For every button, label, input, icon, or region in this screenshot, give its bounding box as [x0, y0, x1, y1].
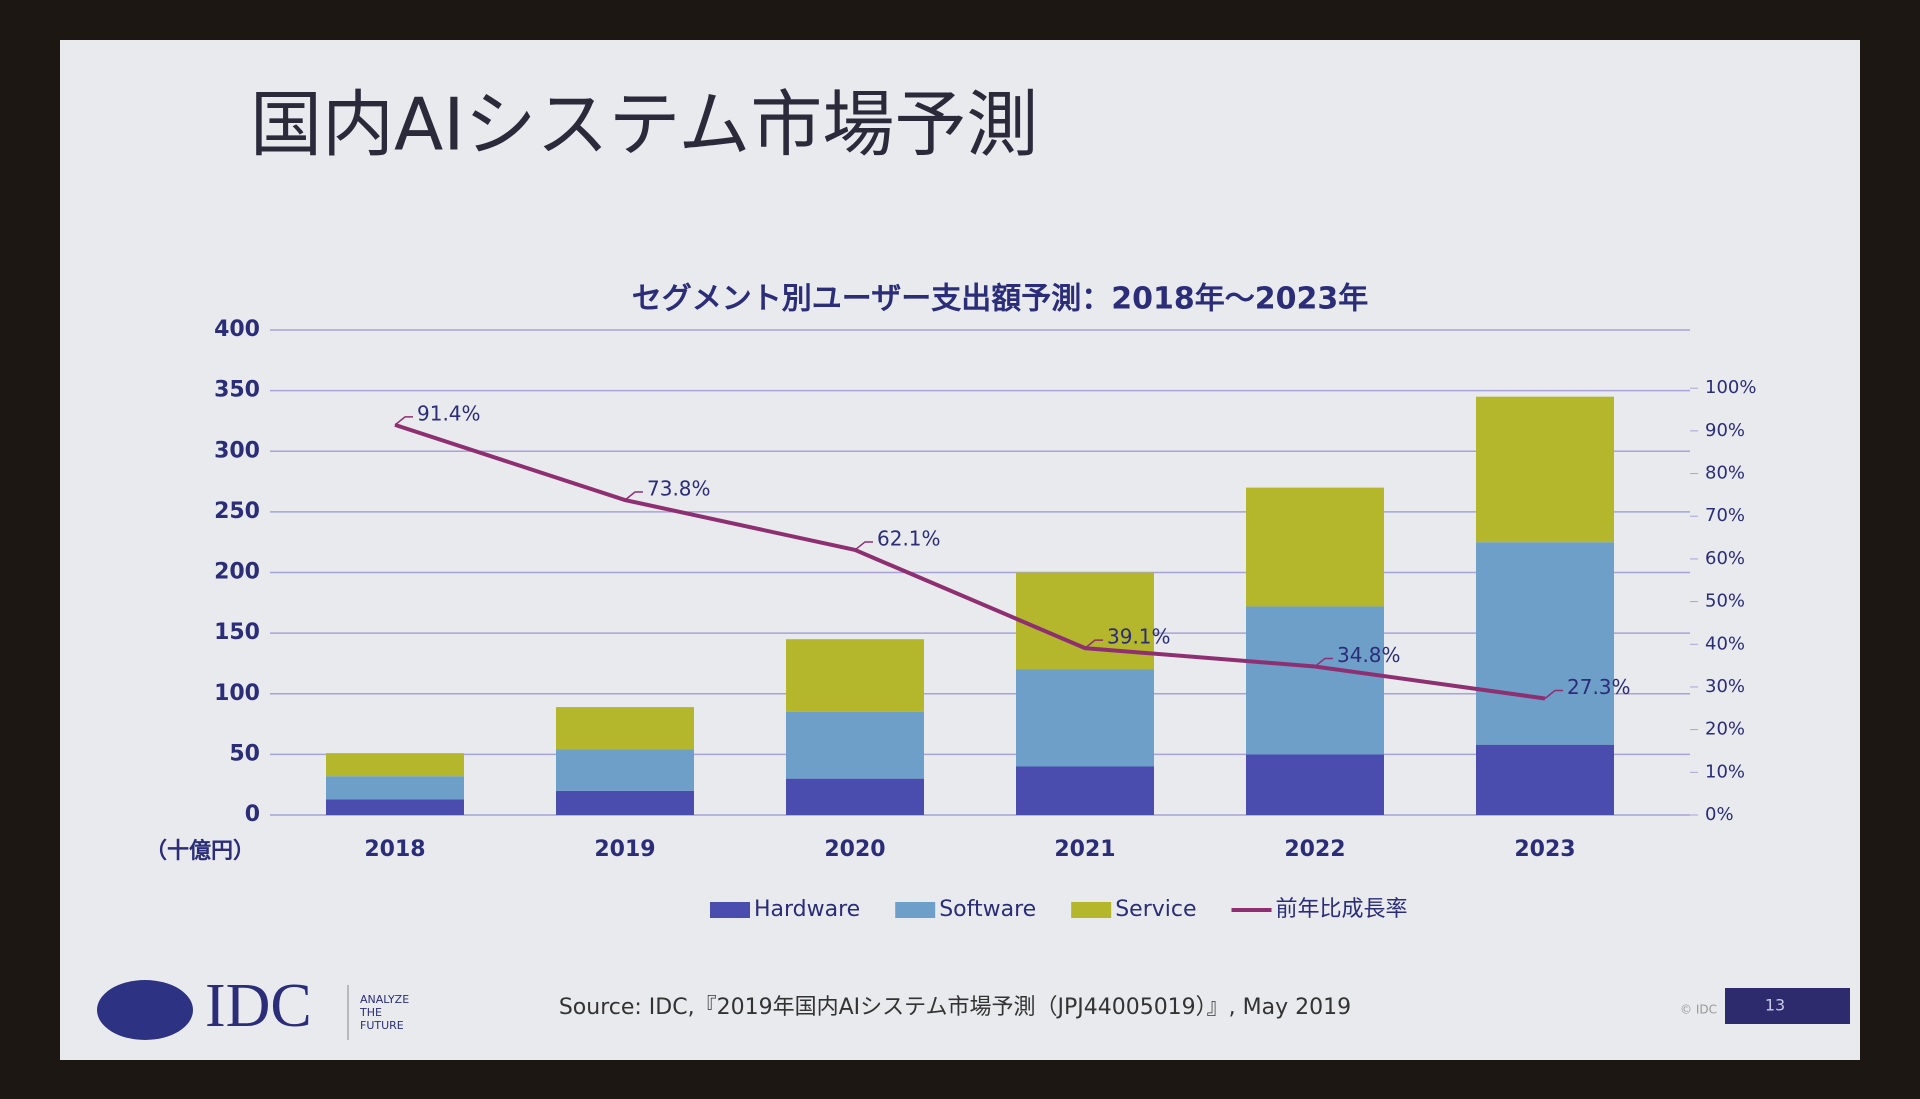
bar-segment	[1246, 487, 1384, 607]
data-label: 62.1%	[877, 526, 941, 550]
y-tick-label: 250	[214, 499, 260, 524]
slide-title: 国内AIシステム市場予測	[250, 83, 1038, 167]
copyright: © IDC	[1680, 1003, 1717, 1017]
label-leader	[394, 416, 413, 426]
bar-segment	[1246, 754, 1384, 815]
label-leader	[854, 541, 873, 551]
x-tick-label: 2018	[364, 837, 425, 862]
page-box	[1725, 988, 1850, 1024]
x-tick-label: 2022	[1284, 837, 1345, 862]
y2-tick-label: 70%	[1705, 505, 1745, 526]
chart-title: セグメント別ユーザー支出額予測：2018年～2023年	[632, 282, 1368, 317]
y2-tick-label: 40%	[1705, 633, 1745, 654]
x-tick-label: 2023	[1514, 837, 1575, 862]
y2-tick-label: 0%	[1705, 804, 1734, 825]
bar-segment	[1476, 542, 1614, 745]
label-leader	[624, 491, 643, 501]
bar-segment	[786, 778, 924, 815]
bar-segment	[1016, 669, 1154, 767]
bar-segment	[1246, 606, 1384, 755]
chart: 0 50 100 150 200 250 300 350 400 0% 10% 20% 30% 40% 50…	[214, 317, 1756, 922]
tagline: ANALYZE	[360, 993, 409, 1006]
data-label: 91.4%	[417, 401, 481, 425]
legend-swatch	[1071, 902, 1112, 918]
bar-segment	[1016, 572, 1154, 670]
label-leader	[1544, 689, 1563, 700]
x-tick-label: 2021	[1054, 837, 1115, 862]
y-tick-label: 50	[229, 741, 260, 766]
logo-text: IDC	[205, 972, 312, 1040]
y-tick-label: 400	[214, 317, 260, 342]
bar-segment	[556, 707, 694, 750]
legend-swatch	[710, 902, 750, 918]
bar-segment	[1476, 744, 1614, 815]
bar-segment	[556, 790, 694, 815]
y2-tick-label: 60%	[1705, 548, 1745, 569]
y2-tick-label: 10%	[1705, 761, 1745, 782]
data-label: 34.8%	[1337, 643, 1401, 667]
tagline: FUTURE	[360, 1019, 404, 1032]
bar-segment	[786, 711, 924, 779]
y-unit-label: （十億円）	[145, 838, 255, 864]
y-tick-label: 300	[214, 438, 260, 463]
bar-segment	[786, 639, 924, 712]
bar-segment	[326, 753, 464, 777]
bar-segment	[326, 776, 464, 800]
x-tick-label: 2020	[824, 837, 885, 862]
y2-tick-label: 90%	[1705, 420, 1745, 441]
y2-tick-label: 30%	[1705, 676, 1745, 697]
y-tick-label: 200	[214, 560, 260, 585]
source-note: Source: IDC,『2019年国内AIシステム市場予測（JPJ440050…	[559, 995, 1351, 1020]
legend-label: Hardware	[754, 897, 860, 922]
tagline: THE	[359, 1006, 382, 1019]
growth-line	[394, 423, 1546, 701]
legend-label: Software	[939, 897, 1036, 922]
legend-swatch	[895, 902, 936, 918]
logo: IDC ANALYZE THE FUTURE	[97, 972, 409, 1040]
data-label: 73.8%	[647, 477, 711, 501]
legend-label: Service	[1115, 897, 1196, 922]
y2-tick-label: 50%	[1705, 591, 1745, 612]
bar-segment	[326, 799, 464, 815]
data-label: 27.3%	[1567, 675, 1631, 699]
y2-tick-label: 80%	[1705, 463, 1745, 484]
x-tick-label: 2019	[594, 837, 655, 862]
legend-label: 前年比成長率	[1276, 897, 1408, 922]
y-tick-label: 0	[245, 802, 260, 827]
bar-segment	[1476, 396, 1614, 543]
y-tick-label: 150	[214, 620, 260, 645]
data-label: 39.1%	[1107, 625, 1171, 649]
label-leader	[1084, 639, 1103, 649]
bar-segment	[1016, 766, 1154, 815]
y-tick-label: 350	[214, 378, 260, 403]
page-number: 13	[1765, 996, 1785, 1015]
logo-globe	[97, 980, 193, 1040]
y2-tick-label: 20%	[1705, 719, 1745, 740]
y-tick-label: 100	[214, 681, 260, 706]
bar-segment	[556, 749, 694, 791]
y2-tick-label: 100%	[1705, 377, 1756, 398]
label-leader	[1314, 657, 1333, 668]
